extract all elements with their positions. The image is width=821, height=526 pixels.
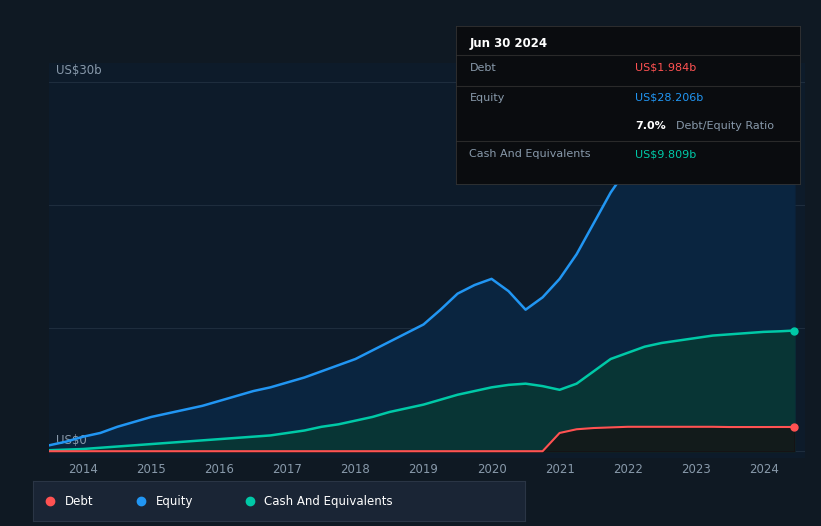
Text: Equity: Equity [156,494,194,508]
Text: US$0: US$0 [56,433,87,447]
Text: US$28.206b: US$28.206b [635,93,704,103]
Text: Debt: Debt [470,63,496,73]
Text: US$1.984b: US$1.984b [635,63,696,73]
Text: Cash And Equivalents: Cash And Equivalents [264,494,393,508]
Text: Debt/Equity Ratio: Debt/Equity Ratio [677,121,774,131]
Text: Jun 30 2024: Jun 30 2024 [470,37,548,50]
Text: Debt: Debt [65,494,94,508]
Text: US$9.809b: US$9.809b [635,149,696,159]
Text: Equity: Equity [470,93,505,103]
Text: 7.0%: 7.0% [635,121,666,131]
Text: Cash And Equivalents: Cash And Equivalents [470,149,591,159]
Text: US$30b: US$30b [56,64,102,77]
